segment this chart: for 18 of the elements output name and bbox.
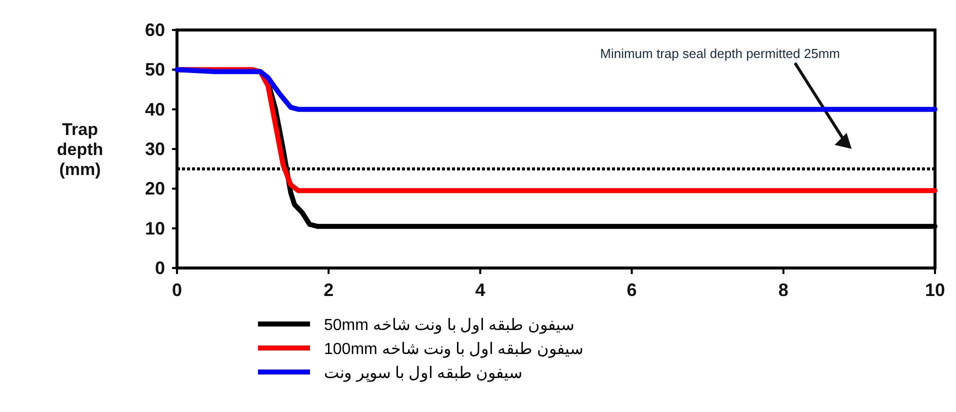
x-tick-label: 4 — [475, 280, 486, 300]
y-tick-label: 40 — [144, 99, 165, 120]
y-tick-label: 60 — [144, 20, 165, 40]
y-tick-label: 50 — [144, 60, 165, 80]
x-tick-label: 0 — [172, 280, 182, 300]
x-tick-label: 8 — [778, 280, 788, 300]
x-tick-label: 10 — [924, 280, 946, 300]
x-tick-label: 6 — [626, 280, 637, 300]
legend-label: سیفون طبقه اول با ونت شاخه 100mm — [324, 341, 584, 358]
y-tick-label: 10 — [144, 218, 165, 238]
y-tick-label: 30 — [144, 139, 165, 159]
y-tick-label: 20 — [144, 178, 165, 199]
y-tick-label: 0 — [154, 258, 165, 278]
legend-label: سیفون طبقه اول با سوپر ونت — [324, 365, 522, 382]
y-axis-title: Trap depth (mm) — [56, 120, 104, 179]
annotation: Minimum trap seal depth permitted 25mm — [600, 46, 840, 61]
x-tick-label: 2 — [324, 280, 334, 300]
legend-label: سیفون طبقه اول با ونت شاخه 50mm — [324, 317, 574, 334]
